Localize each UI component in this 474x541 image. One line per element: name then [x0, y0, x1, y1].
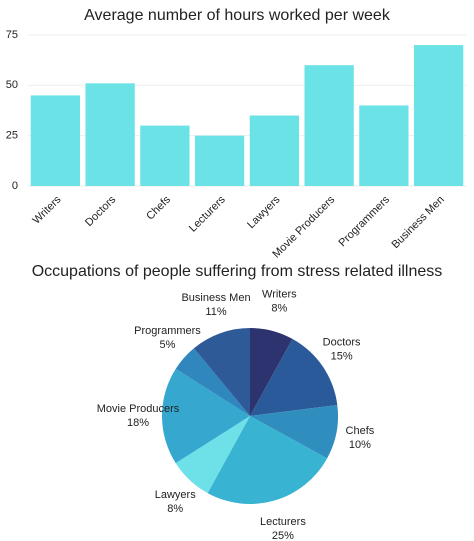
y-tick-label: 75 [6, 29, 18, 41]
slice-value: 15% [331, 351, 353, 363]
slice-value: 11% [205, 306, 226, 318]
x-tick-label: Lecturers [187, 193, 228, 234]
slice-value: 8% [271, 303, 287, 315]
bar [249, 115, 300, 186]
bar [304, 65, 354, 186]
slice-label: Movie Producers [97, 403, 180, 415]
chart-title: Average number of hours worked per week [84, 7, 391, 24]
pie-slice [161, 368, 250, 464]
slice-label: Doctors [323, 337, 361, 349]
chart-title: Occupations of people suffering from str… [32, 263, 443, 280]
pie-slice [250, 328, 293, 416]
slice-value: 25% [272, 530, 294, 541]
bar [140, 125, 190, 186]
x-tick-label: Business Men [389, 194, 446, 251]
slice-label: Business Men [181, 292, 250, 304]
bar [194, 135, 245, 186]
bar [359, 105, 409, 186]
pie-slice [175, 416, 250, 494]
x-tick-label: Doctors [83, 193, 119, 229]
pie-slice [250, 338, 338, 416]
slice-label: Writers [262, 289, 297, 301]
pie-slice [250, 404, 338, 459]
bar [413, 45, 464, 186]
x-tick-label: Writers [31, 193, 64, 226]
x-tick-label: Lawyers [245, 193, 283, 231]
slice-value: 18% [127, 417, 149, 429]
slice-label: Programmers [134, 325, 201, 337]
y-tick-label: 0 [12, 180, 18, 192]
slice-label: Chefs [346, 425, 375, 437]
bar [30, 95, 81, 186]
x-tick-label: Chefs [144, 193, 173, 222]
y-tick-label: 25 [6, 130, 18, 142]
slice-value: 10% [349, 439, 371, 451]
bar [85, 83, 135, 186]
pie-slice [193, 328, 250, 416]
slice-value: 8% [167, 503, 183, 515]
slice-label: Lecturers [260, 516, 306, 528]
y-tick-label: 50 [6, 79, 18, 91]
slice-value: 5% [160, 339, 176, 351]
pie-slice [175, 348, 250, 416]
pie-slice [207, 416, 328, 504]
slice-label: Lawyers [155, 489, 196, 501]
x-tick-label: Programmers [336, 193, 392, 249]
